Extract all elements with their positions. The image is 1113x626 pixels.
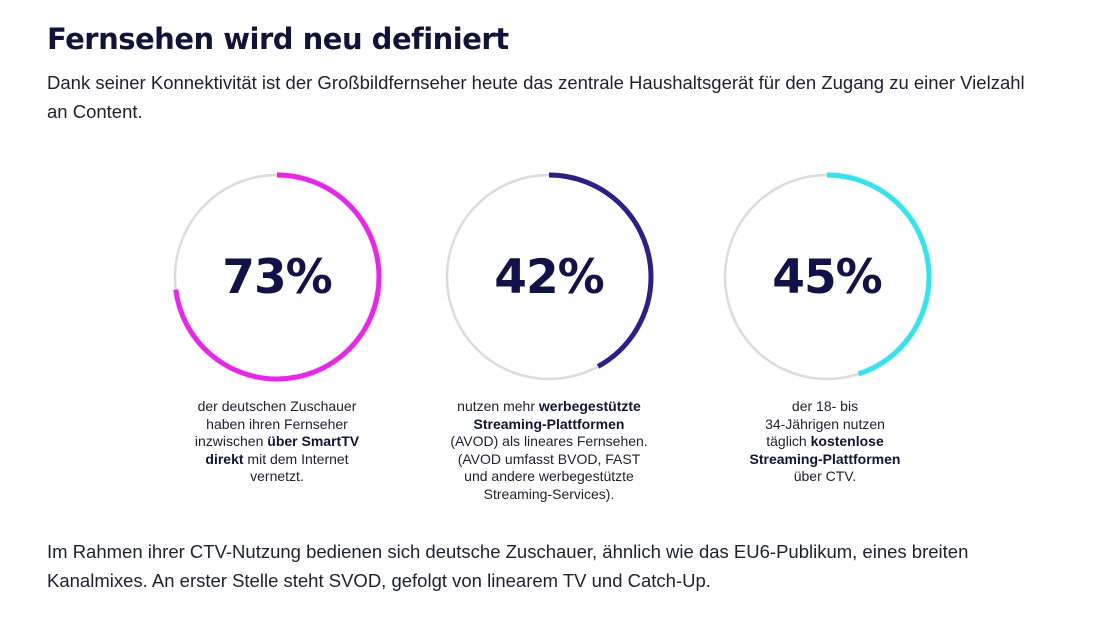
footer-text: Im Rahmen ihrer CTV-Nutzung bedienen sic… xyxy=(47,541,969,591)
intro-text: Dank seiner Konnektivität ist der Großbi… xyxy=(47,72,1025,122)
desc-part-bold: kostenlose xyxy=(810,433,884,449)
ring-progress-arc xyxy=(722,172,932,382)
ring-progress-arc xyxy=(172,172,382,382)
desc-part: vernetzt. xyxy=(250,468,304,484)
desc-part: mit dem Internet xyxy=(243,450,349,467)
stat-value: 42% xyxy=(494,249,605,305)
desc-part: (AVOD) als lineares Fernsehen. xyxy=(450,433,648,449)
desc-part: Streaming-Services). xyxy=(483,485,615,502)
stat-value: 45% xyxy=(772,249,883,305)
stat-value: 73% xyxy=(222,249,333,305)
page-title: Fernsehen wird neu definiert xyxy=(47,22,509,56)
stat-description-smarttv: der deutschen Zuschauer haben ihren Fern… xyxy=(152,398,402,486)
stat-description-free-streaming: der 18- bis 34-Jährigen nutzen täglich k… xyxy=(700,398,950,486)
stat-ring-avod: 42% xyxy=(444,172,654,382)
progress-ring xyxy=(444,172,654,382)
desc-part: über CTV. xyxy=(793,468,857,484)
ring-progress-arc xyxy=(444,172,654,382)
desc-part-bold: Streaming-Plattformen xyxy=(473,415,625,432)
progress-ring xyxy=(172,172,382,382)
desc-part: der 18- bis xyxy=(791,398,859,414)
stat-ring-free-streaming: 45% xyxy=(722,172,932,382)
desc-part-bold: über SmartTV xyxy=(267,433,360,449)
desc-part: nutzen mehr xyxy=(457,398,539,414)
desc-part-bold: Streaming-Plattformen xyxy=(749,450,901,467)
desc-part: (AVOD umfasst BVOD, FAST xyxy=(457,450,641,467)
desc-part: haben ihren Fernseher xyxy=(206,415,348,432)
desc-part: inzwischen xyxy=(194,433,268,449)
stat-ring-smarttv: 73% xyxy=(172,172,382,382)
desc-part: täglich xyxy=(766,433,811,449)
stat-description-avod: nutzen mehr werbegestützte Streaming-Pla… xyxy=(424,398,674,503)
progress-ring xyxy=(722,172,932,382)
desc-part: 34-Jährigen nutzen xyxy=(765,415,885,432)
desc-part-bold: direkt xyxy=(205,450,244,467)
desc-part: der deutschen Zuschauer xyxy=(197,398,357,414)
desc-part-bold: werbegestützte xyxy=(538,398,641,414)
desc-part: und andere werbegestützte xyxy=(464,468,634,484)
